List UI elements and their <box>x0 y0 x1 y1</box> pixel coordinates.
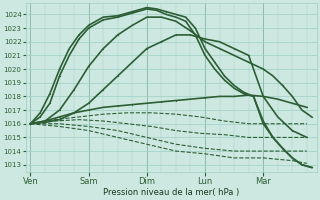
X-axis label: Pression niveau de la mer( hPa ): Pression niveau de la mer( hPa ) <box>103 188 239 197</box>
